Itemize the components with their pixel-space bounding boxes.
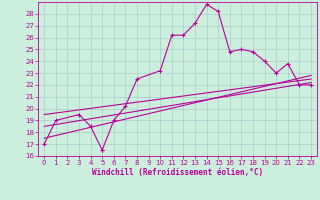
X-axis label: Windchill (Refroidissement éolien,°C): Windchill (Refroidissement éolien,°C) — [92, 168, 263, 177]
